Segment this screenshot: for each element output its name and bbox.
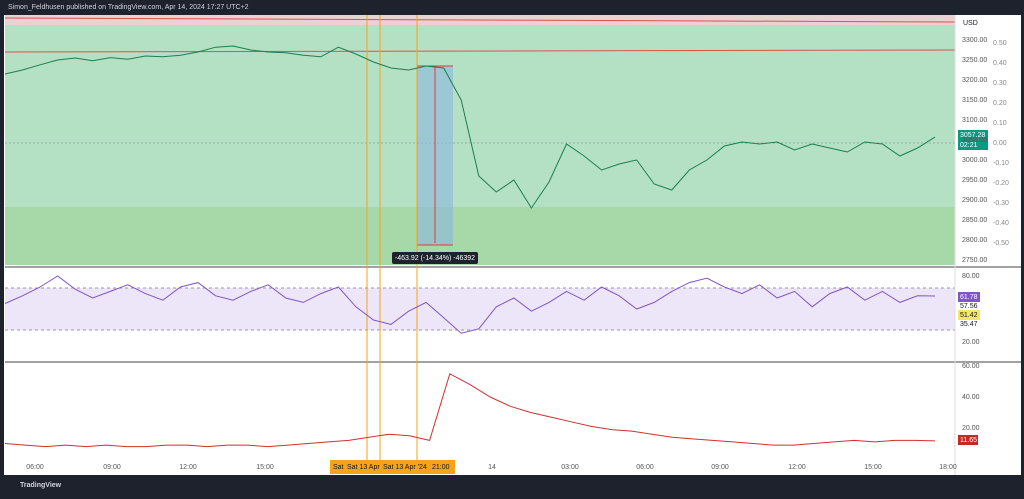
price-tick: 2800.00 bbox=[962, 237, 987, 244]
ind-label-bg bbox=[958, 435, 978, 445]
pct-tick: 0.50 bbox=[993, 40, 1007, 47]
red-trend bbox=[4, 17, 956, 23]
pct-tick: -0.30 bbox=[993, 200, 1009, 207]
price-tick: 2750.00 bbox=[962, 257, 987, 264]
ind-tick: 60.00 bbox=[962, 363, 980, 370]
rsi-tick: 20.00 bbox=[962, 339, 980, 346]
time-label: 12:00 bbox=[788, 464, 806, 471]
rsi-label: 61.78 bbox=[960, 294, 978, 301]
last-price: 3057.28 bbox=[960, 132, 985, 139]
time-label: 18:00 bbox=[939, 464, 957, 471]
ind-tick: 40.00 bbox=[962, 394, 980, 401]
pct-tick: -0.50 bbox=[993, 240, 1009, 247]
time-label: 15:00 bbox=[256, 464, 274, 471]
rsi-band bbox=[5, 288, 955, 330]
last-price-bg bbox=[958, 130, 988, 150]
ind-tick: 20.00 bbox=[962, 425, 980, 432]
time-label: 03:00 bbox=[561, 464, 579, 471]
brand: TradingView bbox=[20, 482, 62, 489]
time-highlight: Sat 13 Apr '24 bbox=[383, 464, 427, 471]
price-tick: 2850.00 bbox=[962, 217, 987, 224]
time-label: 09:00 bbox=[103, 464, 121, 471]
price-line bbox=[4, 45, 936, 209]
time-highlight: Sat bbox=[333, 464, 344, 471]
pct-tick: 0.00 bbox=[993, 140, 1007, 147]
price-tick: 2900.00 bbox=[962, 197, 987, 204]
rsi-label: 35.47 bbox=[960, 321, 978, 328]
indicator-line bbox=[4, 373, 936, 448]
measure-label-bg bbox=[392, 252, 478, 264]
time-highlight bbox=[330, 460, 455, 474]
pct-tick: 0.30 bbox=[993, 80, 1007, 87]
pct-tick: -0.40 bbox=[993, 220, 1009, 227]
time-highlight: 21:00 bbox=[432, 464, 450, 471]
pct-tick: 0.10 bbox=[993, 120, 1007, 127]
price-tick: 2950.00 bbox=[962, 177, 987, 184]
price-tick: 3050.00 bbox=[962, 137, 987, 144]
publisher: Simon_Feldhusen published on TradingView… bbox=[8, 4, 249, 11]
price-tick: 3250.00 bbox=[962, 57, 987, 64]
price-tick: 3200.00 bbox=[962, 77, 987, 84]
red-level bbox=[4, 49, 956, 53]
ind-label: 11.65 bbox=[960, 437, 977, 444]
rsi-label: 57.56 bbox=[960, 303, 978, 310]
price-tick: 3150.00 bbox=[962, 97, 987, 104]
time-label: 14 bbox=[488, 464, 496, 471]
time-label: 06:00 bbox=[636, 464, 654, 471]
dynamic: 3300.00 3250.00 3200.00 3150.00 3100.00 3050.… bbox=[4, 37, 1009, 471]
price-tick: 3100.00 bbox=[962, 117, 987, 124]
lower-zone bbox=[5, 207, 955, 265]
pct-tick: -0.20 bbox=[993, 180, 1009, 187]
countdown: 02:21 bbox=[960, 142, 978, 149]
price-tick: 3000.00 bbox=[962, 157, 987, 164]
pct-tick: 0.20 bbox=[993, 100, 1007, 107]
rsi-label-bg bbox=[958, 292, 980, 302]
measure-label: -463.92 (-14.34%) -46392 bbox=[395, 255, 475, 262]
rsi-label: 51.42 bbox=[960, 312, 978, 319]
price-tick: 3300.00 bbox=[962, 37, 987, 44]
rsi-tick: 80.00 bbox=[962, 273, 980, 280]
rsi-line bbox=[4, 275, 936, 334]
time-label: 15:00 bbox=[864, 464, 882, 471]
rsi-label-bg bbox=[958, 310, 980, 320]
currency: USD bbox=[963, 20, 978, 27]
time-label: 06:00 bbox=[26, 464, 44, 471]
time-highlight: Sat 13 Apr bbox=[347, 464, 380, 471]
pct-tick: 0.40 bbox=[993, 60, 1007, 67]
time-label: 12:00 bbox=[179, 464, 197, 471]
time-label: 09:00 bbox=[711, 464, 729, 471]
pct-tick: -0.10 bbox=[993, 160, 1009, 167]
